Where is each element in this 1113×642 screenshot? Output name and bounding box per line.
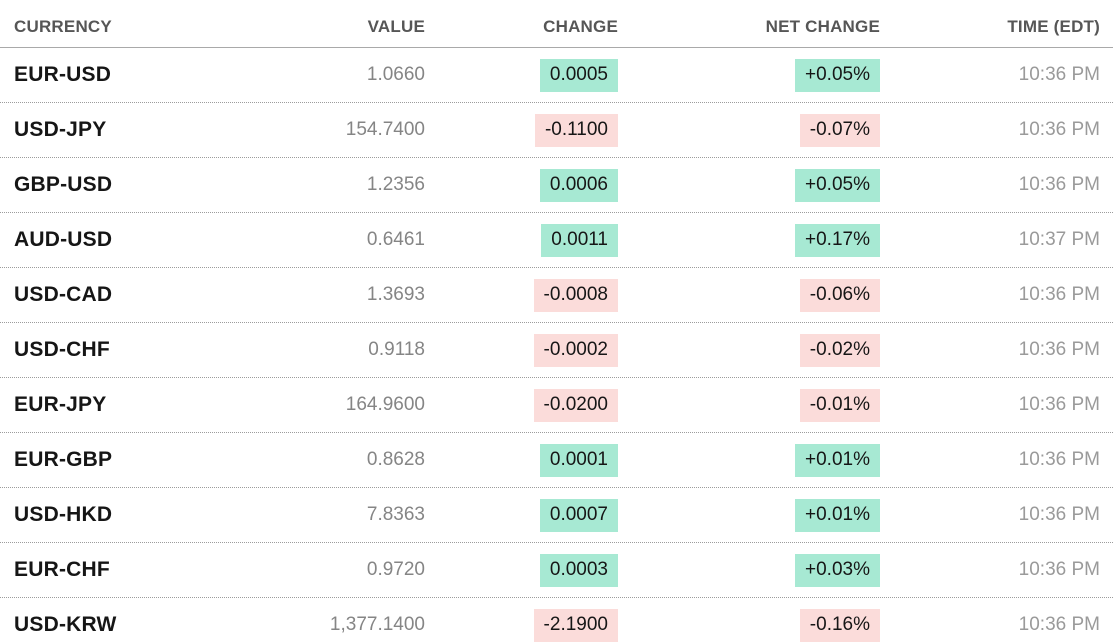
currency-pair-label: USD-HKD	[14, 503, 113, 526]
currency-pair-label: EUR-USD	[14, 63, 112, 86]
col-header-change: CHANGE	[543, 16, 618, 36]
table-body: EUR-USD 1.0660 0.0005 +0.05% 10:36 PM US…	[0, 48, 1113, 642]
change-badge: -0.0002	[533, 333, 618, 367]
change-badge: -0.0008	[533, 278, 618, 312]
value-cell: 1,377.1400	[329, 614, 425, 635]
currency-pair-label: USD-JPY	[14, 118, 107, 141]
currency-pair-label: EUR-GBP	[14, 448, 113, 471]
table-row[interactable]: USD-CHF 0.9118 -0.0002 -0.02% 10:36 PM	[0, 323, 1113, 378]
change-badge: 0.0005	[539, 58, 618, 92]
col-header-net-change: NET CHANGE	[765, 16, 880, 36]
col-header-time: TIME (EDT)	[1007, 16, 1100, 36]
value-cell: 0.8628	[366, 449, 425, 470]
net-change-badge: +0.05%	[795, 168, 880, 202]
time-cell: 10:36 PM	[1018, 614, 1100, 635]
net-change-badge: -0.01%	[799, 388, 880, 422]
value-cell: 1.0660	[366, 64, 425, 85]
time-cell: 10:36 PM	[1018, 119, 1100, 140]
table-row[interactable]: EUR-GBP 0.8628 0.0001 +0.01% 10:36 PM	[0, 433, 1113, 488]
time-cell: 10:36 PM	[1018, 284, 1100, 305]
time-cell: 10:36 PM	[1018, 504, 1100, 525]
value-cell: 0.9720	[366, 559, 425, 580]
value-cell: 7.8363	[366, 504, 425, 525]
currency-pair-label: GBP-USD	[14, 173, 113, 196]
currency-pair-label: AUD-USD	[14, 228, 113, 251]
table-row[interactable]: GBP-USD 1.2356 0.0006 +0.05% 10:36 PM	[0, 158, 1113, 213]
net-change-badge: -0.06%	[799, 278, 880, 312]
change-badge: 0.0011	[541, 223, 618, 257]
table-row[interactable]: USD-JPY 154.7400 -0.1100 -0.07% 10:36 PM	[0, 103, 1113, 158]
change-badge: 0.0007	[539, 498, 618, 532]
value-cell: 0.6461	[366, 229, 425, 250]
net-change-badge: +0.01%	[795, 443, 880, 477]
table-header: CURRENCY VALUE CHANGE NET CHANGE TIME (E…	[0, 0, 1113, 48]
change-badge: 0.0003	[539, 553, 618, 587]
currency-pair-label: EUR-JPY	[14, 393, 107, 416]
change-badge: -2.1900	[533, 608, 618, 642]
time-cell: 10:36 PM	[1018, 339, 1100, 360]
change-badge: -0.0200	[533, 388, 618, 422]
net-change-badge: +0.01%	[795, 498, 880, 532]
time-cell: 10:36 PM	[1018, 174, 1100, 195]
change-badge: 0.0006	[539, 168, 618, 202]
time-cell: 10:37 PM	[1018, 229, 1100, 250]
currency-pair-label: USD-CHF	[14, 338, 110, 361]
net-change-badge: +0.05%	[795, 58, 880, 92]
table-row[interactable]: EUR-CHF 0.9720 0.0003 +0.03% 10:36 PM	[0, 543, 1113, 598]
net-change-badge: -0.07%	[799, 113, 880, 147]
net-change-badge: +0.03%	[795, 553, 880, 587]
value-cell: 0.9118	[368, 339, 425, 360]
table-row[interactable]: USD-HKD 7.8363 0.0007 +0.01% 10:36 PM	[0, 488, 1113, 543]
value-cell: 164.9600	[345, 394, 425, 415]
time-cell: 10:36 PM	[1018, 449, 1100, 470]
table-row[interactable]: EUR-USD 1.0660 0.0005 +0.05% 10:36 PM	[0, 48, 1113, 103]
time-cell: 10:36 PM	[1018, 394, 1100, 415]
change-badge: 0.0001	[539, 443, 618, 477]
currency-pair-label: EUR-CHF	[14, 558, 110, 581]
currency-pair-label: USD-KRW	[14, 613, 117, 636]
col-header-value: VALUE	[367, 16, 425, 36]
net-change-badge: -0.02%	[799, 333, 880, 367]
table-row[interactable]: AUD-USD 0.6461 0.0011 +0.17% 10:37 PM	[0, 213, 1113, 268]
currency-pair-label: USD-CAD	[14, 283, 113, 306]
value-cell: 154.7400	[345, 119, 425, 140]
table-row[interactable]: EUR-JPY 164.9600 -0.0200 -0.01% 10:36 PM	[0, 378, 1113, 433]
time-cell: 10:36 PM	[1018, 64, 1100, 85]
table-row[interactable]: USD-KRW 1,377.1400 -2.1900 -0.16% 10:36 …	[0, 598, 1113, 642]
value-cell: 1.2356	[366, 174, 425, 195]
time-cell: 10:36 PM	[1018, 559, 1100, 580]
net-change-badge: -0.16%	[799, 608, 880, 642]
value-cell: 1.3693	[366, 284, 425, 305]
change-badge: -0.1100	[534, 113, 618, 147]
net-change-badge: +0.17%	[795, 223, 880, 257]
table-row[interactable]: USD-CAD 1.3693 -0.0008 -0.06% 10:36 PM	[0, 268, 1113, 323]
col-header-currency: CURRENCY	[14, 16, 112, 36]
